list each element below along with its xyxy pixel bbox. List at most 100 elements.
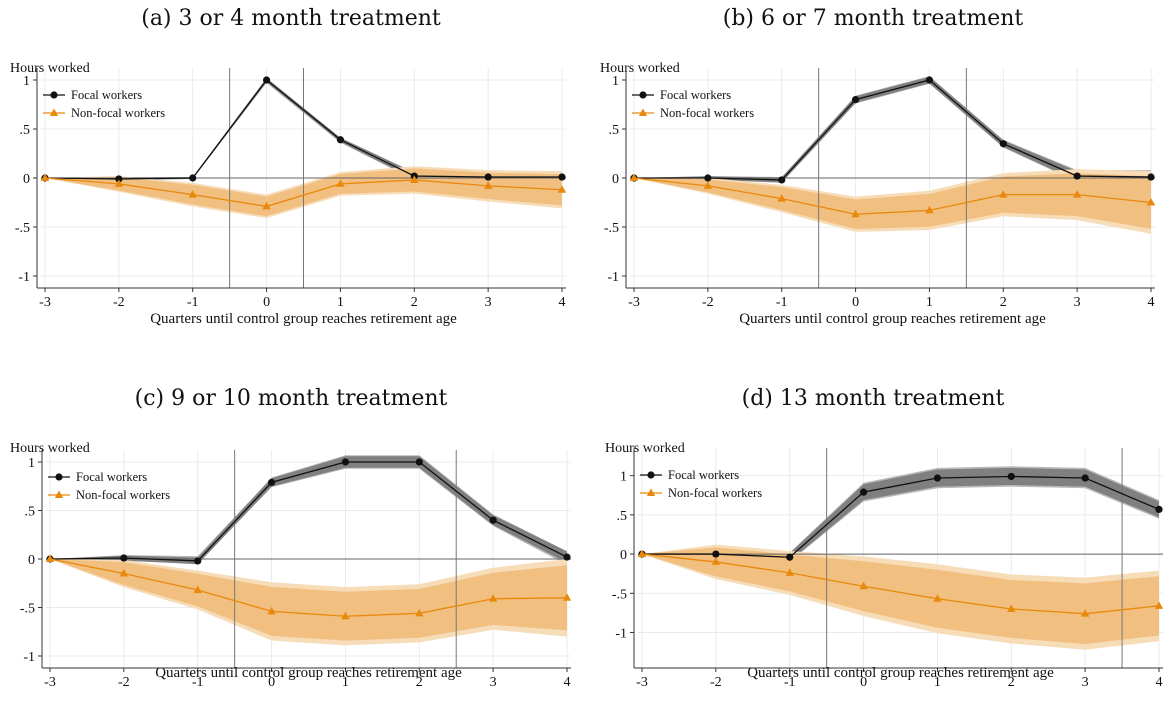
focal-data-point <box>262 76 271 84</box>
focal-data-point <box>1007 472 1015 481</box>
y-tick-label: -1 <box>615 626 627 641</box>
nonfocal-data-point <box>488 594 498 602</box>
focal-series-line <box>642 475 1160 558</box>
y-tick-label: -.5 <box>20 602 35 617</box>
nonfocal-data-point <box>262 201 271 210</box>
nonfocal-data-point <box>637 549 647 558</box>
nonfocal-ci90-band <box>634 173 1151 230</box>
x-tick-label: -3 <box>44 675 56 690</box>
x-tick-label: 0 <box>268 675 275 690</box>
x-tick-label: -2 <box>118 675 130 690</box>
nonfocal-data-point <box>188 190 197 198</box>
nonfocal-data-point <box>933 594 942 602</box>
legend-marker <box>54 490 64 498</box>
nonfocal-data-point <box>925 205 934 214</box>
x-tick-label: -2 <box>113 295 125 310</box>
nonfocal-data-point <box>119 569 129 577</box>
y-axis-label: Hours worked <box>605 441 685 456</box>
nonfocal-data-point <box>45 554 55 562</box>
nonfocal-data-point <box>562 593 572 601</box>
focal-data-point <box>267 478 276 486</box>
nonfocal-data-point <box>777 194 786 202</box>
legend-marker <box>638 108 648 116</box>
y-tick-label: .5 <box>20 123 31 138</box>
legend-label: Non-focal workers <box>668 486 762 500</box>
x-axis-label: Quarters until control group reaches ret… <box>747 665 1054 681</box>
panel-d: (d) 13 month treatment Hours worked 1 .5 0… <box>582 380 1164 710</box>
y-axis-label: Hours worked <box>600 61 680 76</box>
focal-data-point <box>563 553 571 561</box>
nonfocal-series-line <box>633 177 1152 215</box>
panel-title: (b) 6 or 7 month treatment <box>722 6 1024 31</box>
y-tick-label: .5 <box>25 505 36 520</box>
x-tick-label: 1 <box>926 295 933 310</box>
x-tick-label: 4 <box>564 675 571 690</box>
focal-data-point <box>115 175 123 183</box>
x-tick-label: 4 <box>1156 675 1163 690</box>
focal-series-line <box>634 79 1152 181</box>
nonfocal-ci90-band <box>642 547 1159 644</box>
nonfocal-series-line <box>44 177 563 208</box>
nonfocal-data-point <box>557 185 567 193</box>
chart-a: 1 .5 0 -.5 -1 -3 -2 -1 0 1 2 3 4 Quarters until contr… <box>15 68 567 327</box>
focal-ci95-band <box>50 455 567 565</box>
nonfocal-data-point <box>1080 609 1090 617</box>
y-tick-label: 0 <box>612 172 619 187</box>
nonfocal-data-point <box>410 175 419 183</box>
focal-data-point <box>778 176 786 184</box>
x-tick-label: 3 <box>1082 675 1089 690</box>
focal-data-point <box>933 474 942 482</box>
focal-data-point <box>925 76 934 84</box>
y-tick-label: 1 <box>23 74 30 89</box>
y-tick-label: -.5 <box>15 221 30 236</box>
legend-label: Focal workers <box>76 470 147 484</box>
focal-data-point <box>336 136 345 144</box>
nonfocal-data-point <box>785 568 794 576</box>
legend-marker <box>646 488 656 496</box>
panel-title: (c) 9 or 10 month treatment <box>134 386 448 411</box>
focal-data-point <box>1155 505 1163 513</box>
focal-data-point <box>1073 172 1081 180</box>
x-axis-label: Quarters until control group reaches ret… <box>739 311 1046 327</box>
nonfocal-data-point <box>999 190 1008 198</box>
legend-label: Non-focal workers <box>660 106 754 120</box>
x-tick-label: 4 <box>559 295 566 310</box>
focal-data-point <box>489 516 497 524</box>
y-tick-label: -1 <box>18 270 30 285</box>
legend-label: Focal workers <box>71 88 142 102</box>
y-tick-label: -1 <box>23 650 35 665</box>
x-tick-label: 3 <box>490 675 497 690</box>
focal-data-point <box>712 550 720 558</box>
x-tick-label: 1 <box>934 675 941 690</box>
x-tick-label: -1 <box>192 675 204 690</box>
x-tick-label: 0 <box>852 295 859 310</box>
chart-c: 1 .5 0 -.5 -1 -3 -2 -1 0 1 2 3 4 Quarters until contr… <box>20 450 572 690</box>
focal-data-point <box>1147 173 1155 181</box>
focal-series-line <box>49 461 568 562</box>
focal-data-point <box>415 458 423 466</box>
nonfocal-series-line <box>641 553 1160 615</box>
x-tick-label: 3 <box>1074 295 1081 310</box>
y-axis-label: Hours worked <box>10 61 90 76</box>
y-tick-label: 1 <box>28 456 35 471</box>
x-tick-label: 1 <box>337 295 344 310</box>
x-tick-label: 3 <box>485 295 492 310</box>
nonfocal-series-line <box>49 558 568 617</box>
x-tick-label: -2 <box>702 295 714 310</box>
y-axis-label: Hours worked <box>10 441 90 456</box>
nonfocal-data-point <box>851 209 860 218</box>
focal-data-point <box>704 174 712 182</box>
focal-series-line <box>44 79 562 180</box>
x-tick-label: 0 <box>263 295 270 310</box>
focal-data-point <box>120 554 128 562</box>
legend-marker <box>55 473 63 481</box>
focal-data-point <box>999 140 1007 148</box>
legend-label: Focal workers <box>668 468 739 482</box>
x-tick-label: 2 <box>411 295 418 310</box>
x-tick-label: -1 <box>187 295 199 310</box>
y-tick-label: -.5 <box>612 587 627 602</box>
legend-label: Non-focal workers <box>76 488 170 502</box>
nonfocal-data-point <box>1154 601 1164 609</box>
legend-marker <box>50 91 58 99</box>
nonfocal-data-point <box>1072 190 1082 198</box>
